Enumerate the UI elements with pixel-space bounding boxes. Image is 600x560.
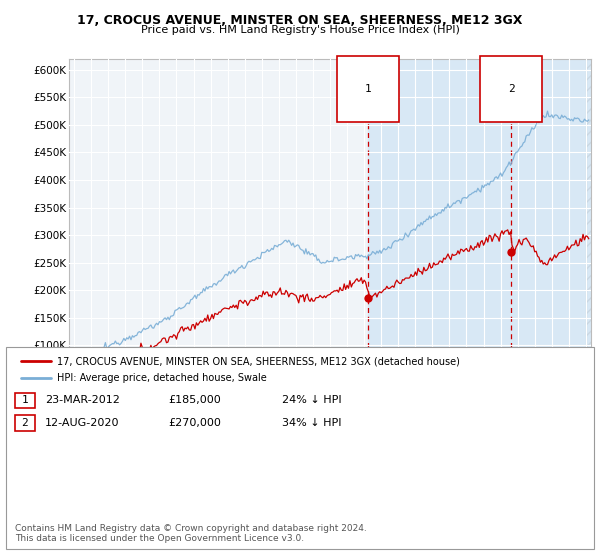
Text: 17, CROCUS AVENUE, MINSTER ON SEA, SHEERNESS, ME12 3GX: 17, CROCUS AVENUE, MINSTER ON SEA, SHEER… xyxy=(77,14,523,27)
Bar xyxy=(368,59,600,400)
Text: Price paid vs. HM Land Registry's House Price Index (HPI): Price paid vs. HM Land Registry's House … xyxy=(140,25,460,35)
Text: HPI: Average price, detached house, Swale: HPI: Average price, detached house, Swal… xyxy=(57,373,267,383)
Text: 2: 2 xyxy=(21,418,28,428)
Text: 34% ↓ HPI: 34% ↓ HPI xyxy=(282,418,341,428)
Text: 24% ↓ HPI: 24% ↓ HPI xyxy=(282,395,341,405)
Text: 2: 2 xyxy=(508,84,515,94)
Text: Contains HM Land Registry data © Crown copyright and database right 2024.
This d: Contains HM Land Registry data © Crown c… xyxy=(15,524,367,543)
Text: £270,000: £270,000 xyxy=(168,418,221,428)
Text: 1: 1 xyxy=(21,395,28,405)
Text: 1: 1 xyxy=(364,84,371,94)
Text: 12-AUG-2020: 12-AUG-2020 xyxy=(45,418,119,428)
Bar xyxy=(586,59,600,400)
Text: 23-MAR-2012: 23-MAR-2012 xyxy=(45,395,120,405)
Text: 17, CROCUS AVENUE, MINSTER ON SEA, SHEERNESS, ME12 3GX (detached house): 17, CROCUS AVENUE, MINSTER ON SEA, SHEER… xyxy=(57,356,460,366)
Text: £185,000: £185,000 xyxy=(168,395,221,405)
